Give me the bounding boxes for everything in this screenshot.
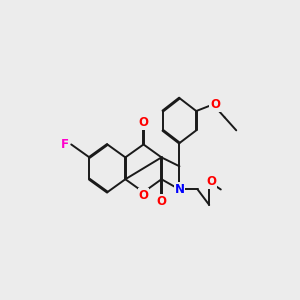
- Text: N: N: [174, 183, 184, 196]
- Text: O: O: [139, 116, 148, 129]
- Text: F: F: [61, 138, 69, 151]
- Text: O: O: [210, 98, 220, 111]
- Text: O: O: [139, 189, 148, 202]
- Text: O: O: [206, 175, 216, 188]
- Text: O: O: [157, 195, 166, 208]
